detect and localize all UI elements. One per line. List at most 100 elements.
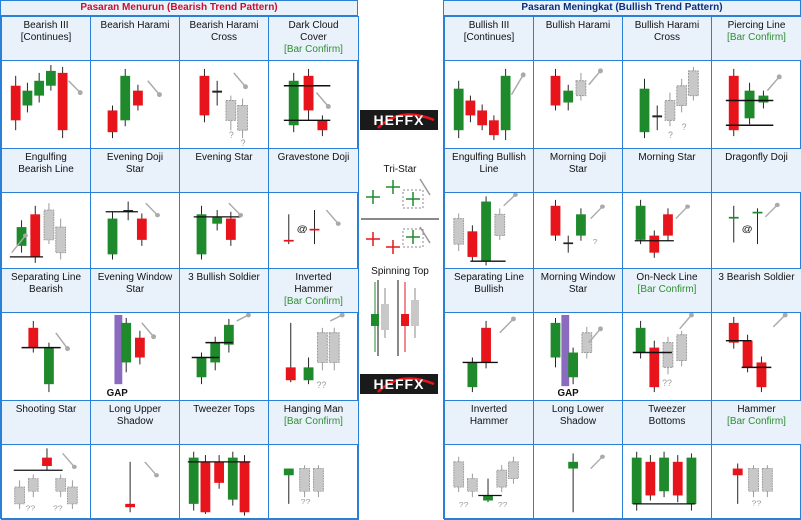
pattern-title-line: Morning Window [540,272,616,283]
pattern-drawing [623,445,711,519]
gap-band [114,314,123,385]
pattern-label: ?? [662,378,672,388]
pattern-drawing [445,193,533,268]
bearish-panel: Pasaran Menurun (Bearish Trend Pattern) … [0,0,359,520]
arrow-head [246,313,251,318]
bullish-pattern-cell: Inverted Hammer???? [444,400,534,520]
pattern-title: Bearish Harami Cross [180,17,268,61]
trend-arrow [764,204,778,218]
pattern-label: ?? [25,504,35,512]
trend-arrow [503,194,516,207]
pattern-title-line: Dark Cloud [288,20,339,31]
candle [107,211,118,260]
pattern-title: Separating Line Bearish [2,269,90,313]
candle [225,95,237,131]
pattern-drawing [2,61,90,148]
pattern-label: ?? [53,504,63,512]
pattern-label: ?? [316,380,326,390]
pattern-drawing: ???? [2,445,90,519]
candlestick-svg [283,68,331,137]
bullish-pattern-cell: Morning Star [622,148,712,269]
candlestick-svg: ?? [639,66,699,140]
candlestick-svg: @ [728,202,780,245]
trend-arrow [766,76,780,92]
bar-confirm-label: [Bar Confirm] [284,416,343,427]
candle [224,318,234,353]
arrow-head [77,90,83,96]
spinning-top-drawing [371,280,419,356]
trend-arrow [590,456,604,469]
pattern-label: ?? [459,501,469,509]
candlestick-svg [725,68,782,137]
candlestick-svg [193,202,244,260]
pattern-label: GAP [107,388,129,399]
pattern-drawing [712,61,801,148]
trend-arrow [588,70,602,86]
pattern-drawing [91,445,179,519]
candle [761,465,773,498]
pattern-title-line: Hammer [469,416,509,427]
bearish-pattern-cell: Inverted Hammer [Bar Confirm]?? [268,268,359,401]
trend-arrow [675,206,689,219]
pattern-title-line: Star [568,284,588,295]
candle [581,326,593,359]
pattern-title-line: 3 Bearish Soldier [718,272,795,283]
pattern-title: 3 Bearish Soldier [712,269,801,313]
pattern-drawing [712,313,801,400]
candle [639,78,650,139]
pattern-title-line: Bearish Line [18,164,74,175]
arrow-head [339,313,345,318]
candle [55,218,67,260]
arrow-head [685,204,690,209]
candle [672,455,683,503]
candlestick-svg [10,64,83,139]
logo-text: HEFFX [373,376,425,392]
bullish-pattern-cell: Piercing Line [Bar Confirm] [711,16,801,149]
pattern-title-line: Engulfing Bullish [452,152,526,163]
bullish-pattern-cell: Tweezer Bottoms [622,400,712,520]
trend-arrow [67,80,81,94]
pattern-drawing: ?? [269,313,358,400]
candlestick-svg: ?? [283,465,324,506]
pattern-title: Piercing Line [Bar Confirm] [712,17,801,61]
candle [283,468,294,504]
pattern-drawing: @ [269,193,358,268]
candlestick-svg [631,451,697,511]
trend-arrow [510,74,524,95]
arrow-head [782,313,788,318]
candle [575,72,587,101]
pattern-title: Dragonfly Doji [712,149,801,193]
candle [57,66,68,139]
candle [121,317,132,373]
bearish-pattern-cell: Long Upper Shadow [90,400,180,520]
pattern-title-line: Evening Window [97,272,173,283]
pattern-title: Engulfing Bearish Line [2,149,90,193]
candle [649,340,660,393]
candle [200,455,211,514]
bullish-pattern-cell: Engulfing Bullish Line [444,148,534,269]
pattern-title: Dark Cloud Cover [Bar Confirm] [269,17,358,61]
candle [676,330,688,367]
logo-arc-icon [377,377,435,393]
pattern-drawing [2,193,90,268]
arrow-head [155,213,160,218]
pattern-title-line: Bullish Harami [545,20,611,31]
pattern-drawing [91,193,179,268]
candle [283,214,294,245]
candle [22,82,33,113]
bullish-pattern-cell: Dragonfly Doji @ [711,148,801,269]
candle [550,317,561,368]
arrow-head [520,72,526,78]
trend-arrow [590,206,604,219]
trend-arrow [62,453,75,468]
candlestick-svg [568,453,605,513]
candlestick-svg: GAP [550,314,603,399]
candle [313,465,324,498]
pattern-drawing [180,445,268,519]
pattern-title-line: Star [125,284,145,295]
candle [316,327,328,371]
bearish-pattern-cell: Evening Doji Star [90,148,180,269]
pattern-title-line: Separating Line [10,272,82,283]
trend-arrow [679,314,693,330]
bullish-pattern-cell: Separating Line Bullish [444,268,534,401]
